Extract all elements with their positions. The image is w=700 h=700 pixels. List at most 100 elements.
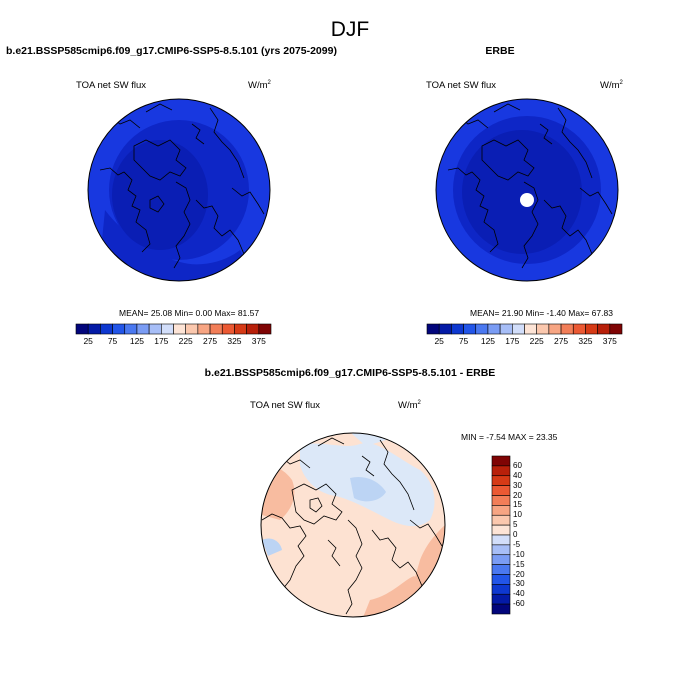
colorbar-cell — [234, 323, 247, 335]
colorbar-cell — [148, 323, 162, 335]
units-text: W/m — [398, 400, 418, 412]
units-superscript: 2 — [619, 80, 623, 86]
diff-colorbar — [491, 455, 511, 615]
obs-colorbar — [426, 323, 623, 335]
colorbar-tick-label: 30 — [513, 480, 522, 490]
colorbar-tick-label: 25 — [83, 336, 93, 346]
colorbar-cell — [487, 323, 501, 335]
obs-coastlines — [447, 103, 613, 269]
colorbar-tick-label: 275 — [202, 336, 218, 346]
units-superscript: 2 — [267, 80, 271, 86]
diff-map-negative-north — [352, 433, 386, 446]
colorbar-cell — [491, 465, 511, 477]
colorbar-cell — [451, 323, 464, 335]
colorbar-cell — [463, 323, 477, 335]
colorbar-cell — [491, 485, 511, 496]
page-title: DJF — [330, 18, 370, 41]
colorbar-tick-label: 175 — [505, 336, 520, 346]
diff-polar-map — [260, 432, 446, 618]
colorbar-cell — [491, 593, 511, 605]
colorbar-cell — [426, 323, 440, 335]
model-coastlines — [99, 103, 265, 269]
model-panel-title: b.e21.BSSP585cmip6.f09_g17.CMIP6-SSP5-8.… — [6, 45, 337, 57]
colorbar-tick-label: 125 — [480, 336, 496, 346]
colorbar-cell — [491, 564, 511, 575]
diff-panel-title: b.e21.BSSP585cmip6.f09_g17.CMIP6-SSP5-8.… — [204, 367, 496, 379]
model-units-label: W/m2 — [248, 80, 271, 91]
colorbar-tick-label: -60 — [513, 599, 525, 609]
units-text: W/m — [600, 80, 620, 92]
colorbar-cell — [609, 323, 623, 335]
colorbar-cell — [185, 323, 199, 335]
obs-panel-title: ERBE — [485, 45, 515, 57]
model-map-border — [87, 98, 271, 282]
colorbar-tick-label: 5 — [513, 520, 518, 530]
colorbar-cell — [75, 323, 89, 335]
model-colorbar — [75, 323, 272, 335]
colorbar-tick-label: 20 — [513, 490, 522, 500]
colorbar-cell — [258, 323, 272, 335]
colorbar-cell — [112, 323, 126, 335]
obs-units-label: W/m2 — [600, 80, 623, 91]
colorbar-cell — [161, 323, 174, 335]
colorbar-tick-label: 15 — [513, 500, 522, 510]
diff-map-max-positive — [440, 560, 445, 617]
model-polar-map — [87, 98, 271, 282]
colorbar-cell — [491, 603, 511, 615]
obs-variable-label: TOA net SW flux — [426, 80, 497, 91]
diff-coastlines — [261, 437, 443, 615]
colorbar-tick-label: 325 — [227, 336, 242, 346]
colorbar-tick-label: 175 — [154, 336, 169, 346]
colorbar-tick-label: 0 — [513, 530, 518, 539]
obs-map-inner-area — [462, 130, 582, 254]
colorbar-tick-label: -20 — [513, 569, 525, 579]
colorbar-cell — [475, 323, 489, 335]
colorbar-tick-label: -15 — [513, 559, 525, 569]
obs-missing-data-spot — [520, 193, 534, 207]
units-superscript: 2 — [417, 400, 421, 406]
colorbar-tick-label: 75 — [107, 336, 118, 346]
colorbar-tick-label: 275 — [553, 336, 569, 346]
colorbar-cell — [491, 584, 511, 595]
colorbar-cell — [124, 323, 138, 335]
diff-map-border — [260, 432, 446, 618]
colorbar-cell — [87, 323, 101, 335]
colorbar-cell — [491, 534, 511, 546]
colorbar-cell — [491, 574, 511, 585]
diff-variable-label: TOA net SW flux — [250, 400, 321, 411]
colorbar-cell — [491, 505, 511, 516]
model-map-band — [100, 210, 250, 281]
colorbar-cell — [221, 323, 235, 335]
colorbar-cell — [491, 475, 511, 486]
colorbar-tick-label: -30 — [513, 579, 525, 589]
colorbar-tick-label: 225 — [178, 336, 193, 346]
model-variable-label: TOA net SW flux — [76, 80, 147, 91]
colorbar-tick-label: 60 — [513, 460, 522, 470]
colorbar-cell — [491, 554, 511, 565]
obs-map-border — [435, 98, 619, 282]
colorbar-tick-label: -5 — [513, 539, 521, 549]
colorbar-tick-label: -40 — [513, 589, 525, 599]
colorbar-cell — [246, 323, 260, 335]
obs-stats: MEAN= 21.90 Min= -1.40 Max= 67.83 — [470, 308, 613, 318]
colorbar-cell — [597, 323, 611, 335]
colorbar-cell — [197, 323, 211, 335]
colorbar-cell — [438, 323, 452, 335]
colorbar-cell — [491, 524, 511, 536]
colorbar-cell — [491, 544, 511, 556]
obs-polar-map — [435, 98, 619, 282]
colorbar-tick-label: 40 — [513, 470, 522, 480]
colorbar-tick-label: 325 — [578, 336, 593, 346]
colorbar-tick-label: 225 — [529, 336, 544, 346]
diff-stats: MIN = -7.54 MAX = 23.35 — [461, 432, 558, 442]
colorbar-cell — [512, 323, 525, 335]
colorbar-cell — [499, 323, 513, 335]
colorbar-cell — [548, 323, 562, 335]
diff-units-label: W/m2 — [398, 400, 421, 411]
colorbar-cell — [491, 514, 511, 526]
colorbar-tick-label: 25 — [434, 336, 444, 346]
colorbar-cell — [209, 323, 223, 335]
colorbar-tick-label: 10 — [513, 510, 522, 520]
colorbar-cell — [491, 455, 511, 467]
